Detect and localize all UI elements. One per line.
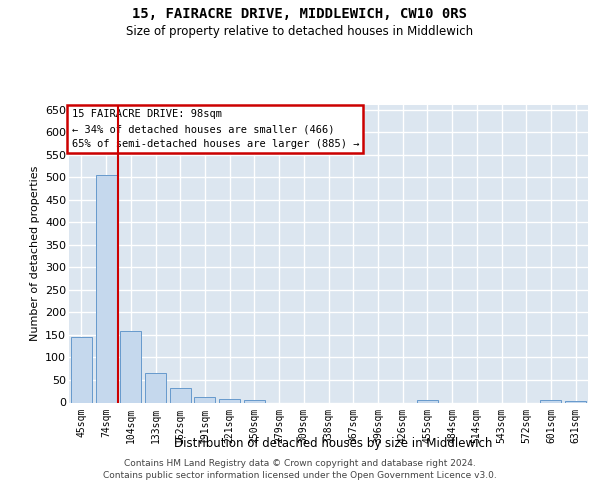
Bar bbox=[120, 332, 141, 402]
Bar bbox=[417, 400, 438, 402]
Bar bbox=[541, 400, 562, 402]
Bar bbox=[170, 388, 191, 402]
Bar bbox=[95, 175, 116, 402]
Y-axis label: Number of detached properties: Number of detached properties bbox=[29, 166, 40, 342]
Bar bbox=[194, 396, 215, 402]
Text: Size of property relative to detached houses in Middlewich: Size of property relative to detached ho… bbox=[127, 25, 473, 38]
Bar bbox=[565, 400, 586, 402]
Text: 15, FAIRACRE DRIVE, MIDDLEWICH, CW10 0RS: 15, FAIRACRE DRIVE, MIDDLEWICH, CW10 0RS bbox=[133, 8, 467, 22]
Bar bbox=[219, 399, 240, 402]
Text: Contains HM Land Registry data © Crown copyright and database right 2024.
Contai: Contains HM Land Registry data © Crown c… bbox=[103, 458, 497, 480]
Text: Distribution of detached houses by size in Middlewich: Distribution of detached houses by size … bbox=[174, 438, 492, 450]
Text: 15 FAIRACRE DRIVE: 98sqm
← 34% of detached houses are smaller (466)
65% of semi-: 15 FAIRACRE DRIVE: 98sqm ← 34% of detach… bbox=[71, 110, 359, 149]
Bar bbox=[145, 373, 166, 402]
Bar bbox=[244, 400, 265, 402]
Bar bbox=[71, 337, 92, 402]
